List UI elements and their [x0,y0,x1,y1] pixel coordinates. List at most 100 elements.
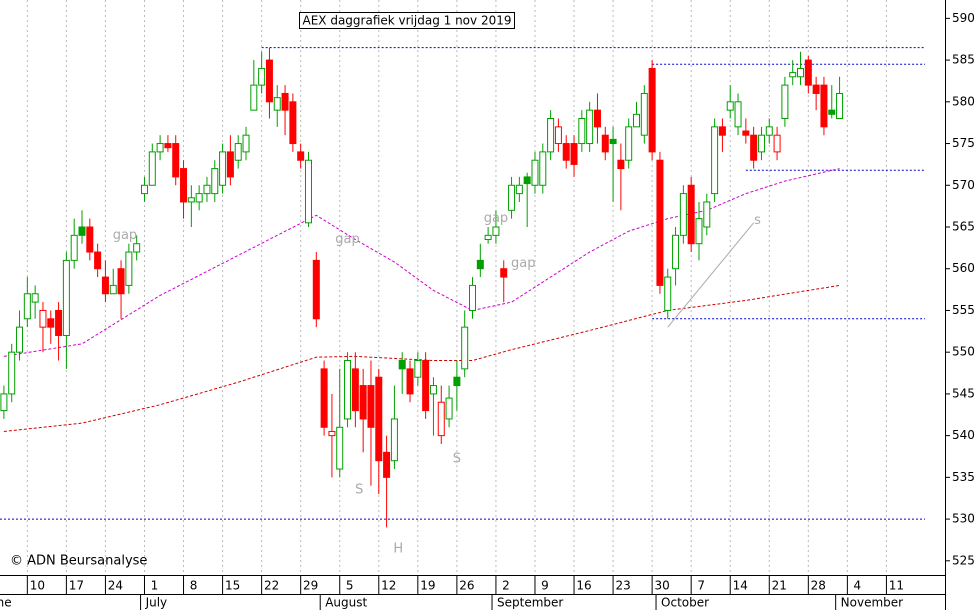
candle-body [593,109,601,128]
candle-body [203,184,211,195]
candle-body [711,126,719,195]
title-box [299,12,515,29]
candle-body [781,84,789,120]
candle-body [70,234,78,261]
candle-body [476,259,484,270]
y-tick-label: 525 [952,553,975,567]
candle-body [570,143,578,165]
candle-body [383,451,391,478]
candle-body [617,159,625,170]
candle-body [172,143,180,178]
candle-body [797,67,805,78]
candle-body [211,168,219,195]
x-tick-label: 19 [420,579,435,593]
candle-body [101,276,109,295]
candle-body [601,134,609,153]
candle-body [828,109,836,115]
candle-body [539,151,547,186]
candle-body [133,243,141,253]
candle-body [148,151,156,186]
candle-body [78,226,86,236]
candle-body [242,134,250,153]
y-tick-label: 570 [952,178,975,192]
candle-body [445,397,453,420]
candle-body [484,234,492,241]
candle-body [0,393,8,412]
candle-body [640,92,648,136]
x-tick-label: 14 [733,579,748,593]
candle-body [359,385,367,420]
candle-body [367,385,375,428]
candle-body [773,134,781,153]
candle-body [195,193,203,203]
copyright: © ADN Beursanalyse [10,554,147,569]
candle-body [718,126,726,136]
candle-body [117,268,125,295]
candle-body [23,293,31,320]
candle-body [398,360,406,370]
candle-body [156,143,164,153]
candle-body [55,309,63,336]
candle-body [62,259,70,336]
candle-body [453,376,461,387]
candle-body [289,101,297,145]
trendline [667,222,755,328]
candle-body [86,226,94,253]
candle-body [750,134,758,161]
candle-body [633,113,641,128]
y-tick-label: 580 [952,94,975,108]
candle-body [187,197,195,203]
candle-body [437,401,445,437]
candle-body [180,168,188,203]
y-tick-label: 540 [952,428,975,442]
candle-body [219,151,227,186]
candle-body [328,430,336,437]
candle-body [836,92,844,120]
candle-body [500,268,508,278]
candle-body [672,234,680,270]
candle-body [297,151,305,161]
candle-body [586,109,594,145]
month-label: November [841,596,903,610]
candle-body [679,193,687,236]
annotation: gap [335,232,359,247]
x-tick-label: 8 [190,579,198,593]
candle-body [562,143,570,161]
y-tick-label: 545 [952,386,975,400]
annotation: gap [484,211,508,226]
x-tick-label: 5 [346,579,354,593]
candle-body [140,184,148,195]
month-label: August [325,596,367,610]
candle-body [515,184,523,195]
candle-body [320,368,328,428]
candle-body [16,326,24,353]
x-tick-label: 7 [697,579,705,593]
y-tick-label: 585 [952,53,975,67]
candle-body [258,67,266,86]
candle-body [461,326,469,370]
annotation: s [754,213,761,228]
x-tick-label: 28 [811,579,826,593]
marks [0,47,925,528]
candle-body [281,92,289,111]
x-tick-label: 12 [381,579,396,593]
candle-body [703,201,711,228]
annotation: S [355,482,363,497]
candle-body [742,130,750,136]
candle-body [164,143,172,149]
candle-body [344,360,352,420]
candle-body [414,360,422,378]
candle-body [695,218,703,245]
x-tick-label: 15 [225,579,240,593]
candle-body [422,360,430,412]
x-tick-label: 9 [541,579,549,593]
x-tick-label: 17 [69,579,84,593]
candle-body [578,118,586,145]
candle-body [234,143,242,161]
candle-body [109,284,117,295]
candle-body [273,97,281,111]
x-tick-label: 1 [151,579,159,593]
candle-body [656,159,664,286]
